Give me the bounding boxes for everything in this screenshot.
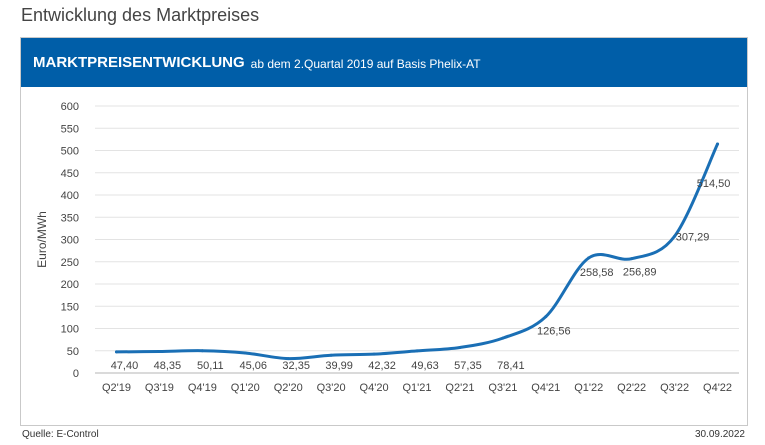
data-point: [458, 345, 462, 349]
data-label: 42,32: [368, 360, 396, 372]
x-tick-label: Q4'21: [531, 382, 560, 394]
x-tick-label: Q2'20: [274, 382, 303, 394]
x-tick-label: Q1'22: [574, 382, 603, 394]
line-chart: 0 50 100 150 200 250 300 350 400 450 500 550 600 Euro…: [35, 101, 739, 394]
x-tick-label: Q4'20: [360, 382, 389, 394]
data-point: [630, 257, 634, 261]
data-label: 57,35: [454, 360, 482, 372]
data-point: [329, 353, 333, 357]
series-line: [114, 142, 720, 361]
data-point: [243, 351, 247, 355]
y-tick-label: 250: [61, 257, 79, 269]
x-tick-label: Q3'20: [317, 382, 346, 394]
data-label: 514,50: [697, 178, 731, 190]
x-tick-label: Q2'19: [102, 382, 131, 394]
data-label: 50,11: [197, 360, 224, 372]
data-point: [544, 315, 548, 319]
data-label: 32,35: [282, 360, 310, 372]
data-point: [372, 352, 376, 356]
data-label: 256,89: [623, 267, 657, 279]
chart-subtitle: ab dem 2.Quartal 2019 auf Basis Phelix-A…: [250, 56, 481, 71]
y-tick-label: 600: [61, 101, 79, 113]
data-point: [501, 336, 505, 340]
data-label: 49,63: [411, 360, 439, 372]
y-tick-label: 500: [61, 146, 79, 158]
page-title: Entwicklung des Marktpreises: [21, 5, 260, 25]
chart-title: MARKTPREISENTWICKLUNG: [33, 54, 245, 71]
data-label: 126,56: [537, 326, 571, 338]
data-point: [157, 349, 161, 353]
data-label: 47,40: [111, 360, 139, 372]
data-point: [415, 349, 419, 353]
data-label: 78,41: [497, 360, 525, 372]
x-tick-label: Q4'19: [188, 382, 217, 394]
data-point: [286, 357, 290, 361]
data-point: [673, 234, 677, 238]
data-label: 39,99: [325, 360, 353, 372]
data-point: [716, 142, 720, 146]
data-label: 307,29: [676, 231, 710, 243]
x-tick-label: Q1'20: [231, 382, 260, 394]
chart-panel: MARKTPREISENTWICKLUNG ab dem 2.Quartal 2…: [20, 37, 748, 426]
y-tick-label: 400: [61, 190, 79, 202]
source-note: Quelle: E-Control: [22, 429, 99, 440]
y-tick-label: 150: [61, 301, 79, 313]
data-point: [200, 349, 204, 353]
data-label: 45,06: [240, 360, 268, 372]
x-tick-label: Q2'21: [445, 382, 474, 394]
publication-date: 30.09.2022: [694, 429, 745, 440]
x-tick-label: Q1'21: [402, 382, 431, 394]
data-point: [587, 256, 591, 260]
x-tick-label: Q3'21: [488, 382, 517, 394]
data-point: [114, 350, 118, 354]
x-tick-label: Q4'22: [703, 382, 732, 394]
data-label: 48,35: [154, 360, 182, 372]
y-tick-label: 350: [61, 212, 79, 224]
y-tick-label: 450: [61, 168, 79, 180]
data-label: 258,58: [580, 267, 614, 279]
y-tick-label: 0: [73, 368, 79, 380]
y-tick-label: 300: [61, 235, 79, 247]
y-axis-label: Euro/MWh: [35, 211, 49, 268]
chart-header: MARKTPREISENTWICKLUNG ab dem 2.Quartal 2…: [21, 38, 747, 87]
x-tick-label: Q2'22: [617, 382, 646, 394]
y-tick-label: 50: [67, 346, 79, 358]
y-tick-label: 100: [61, 324, 79, 336]
y-tick-label: 200: [61, 279, 79, 291]
x-tick-label: Q3'19: [145, 382, 174, 394]
y-tick-label: 550: [61, 123, 79, 135]
x-tick-label: Q3'22: [660, 382, 689, 394]
